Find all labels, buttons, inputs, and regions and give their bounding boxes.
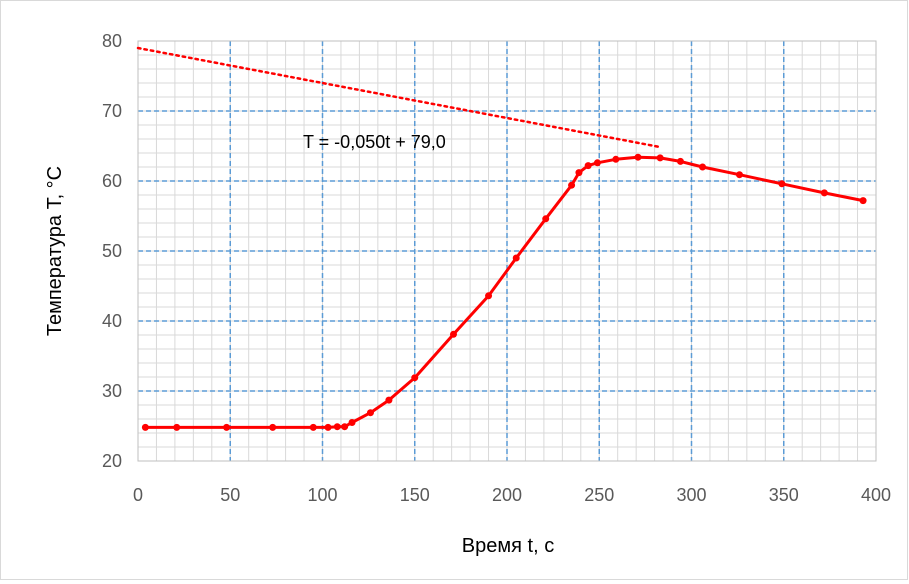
data-point (141, 423, 149, 431)
x-tick-label: 300 (676, 485, 706, 505)
data-point (612, 155, 620, 163)
x-axis-ticks: 0 50 100 150 200 250 300 350 400 (133, 485, 891, 505)
y-tick-label: 20 (102, 451, 122, 471)
data-point (223, 423, 231, 431)
y-tick-label: 80 (102, 31, 122, 51)
x-axis-title: Время t, с (462, 535, 554, 557)
data-point (324, 423, 332, 431)
data-point (348, 419, 356, 426)
data-point (341, 423, 349, 431)
temperature-series-points (141, 153, 867, 431)
y-tick-label: 40 (102, 311, 122, 331)
data-point (173, 423, 181, 431)
data-point (593, 159, 601, 167)
data-point (575, 169, 583, 177)
data-point (269, 423, 277, 431)
data-point (676, 157, 684, 165)
temperature-series-line (145, 155, 864, 429)
data-point (656, 154, 664, 162)
x-tick-label: 250 (584, 485, 614, 505)
y-tick-label: 60 (102, 171, 122, 191)
data-point (485, 292, 493, 300)
plot-area-border (137, 40, 877, 462)
x-tick-label: 150 (400, 485, 430, 505)
data-point (634, 153, 642, 161)
data-point (542, 215, 550, 223)
data-point (385, 396, 393, 404)
y-axis-title: Температура T, °С (44, 166, 66, 336)
data-point (859, 197, 867, 205)
data-point (568, 181, 576, 189)
trendline (136, 46, 662, 149)
y-axis-ticks: 20 30 40 50 60 70 80 (102, 31, 122, 471)
data-point (411, 374, 419, 382)
x-tick-label: 400 (861, 485, 891, 505)
x-tick-label: 0 (133, 485, 143, 505)
y-tick-label: 70 (102, 101, 122, 121)
data-point (449, 330, 457, 338)
data-point (699, 163, 707, 171)
y-tick-label: 30 (102, 381, 122, 401)
x-tick-label: 200 (492, 485, 522, 505)
data-point (512, 254, 520, 262)
data-point (778, 180, 786, 188)
data-point (584, 162, 592, 170)
trendline-equation-label: T = -0,050t + 79,0 (303, 132, 446, 152)
data-point (820, 189, 828, 197)
data-point (366, 409, 374, 417)
data-point (735, 171, 743, 179)
x-tick-label: 350 (769, 485, 799, 505)
y-tick-label: 50 (102, 241, 122, 261)
major-grid (138, 41, 876, 461)
x-tick-label: 50 (220, 485, 240, 505)
data-point (333, 423, 341, 431)
x-tick-label: 100 (307, 485, 337, 505)
data-point (309, 423, 317, 431)
